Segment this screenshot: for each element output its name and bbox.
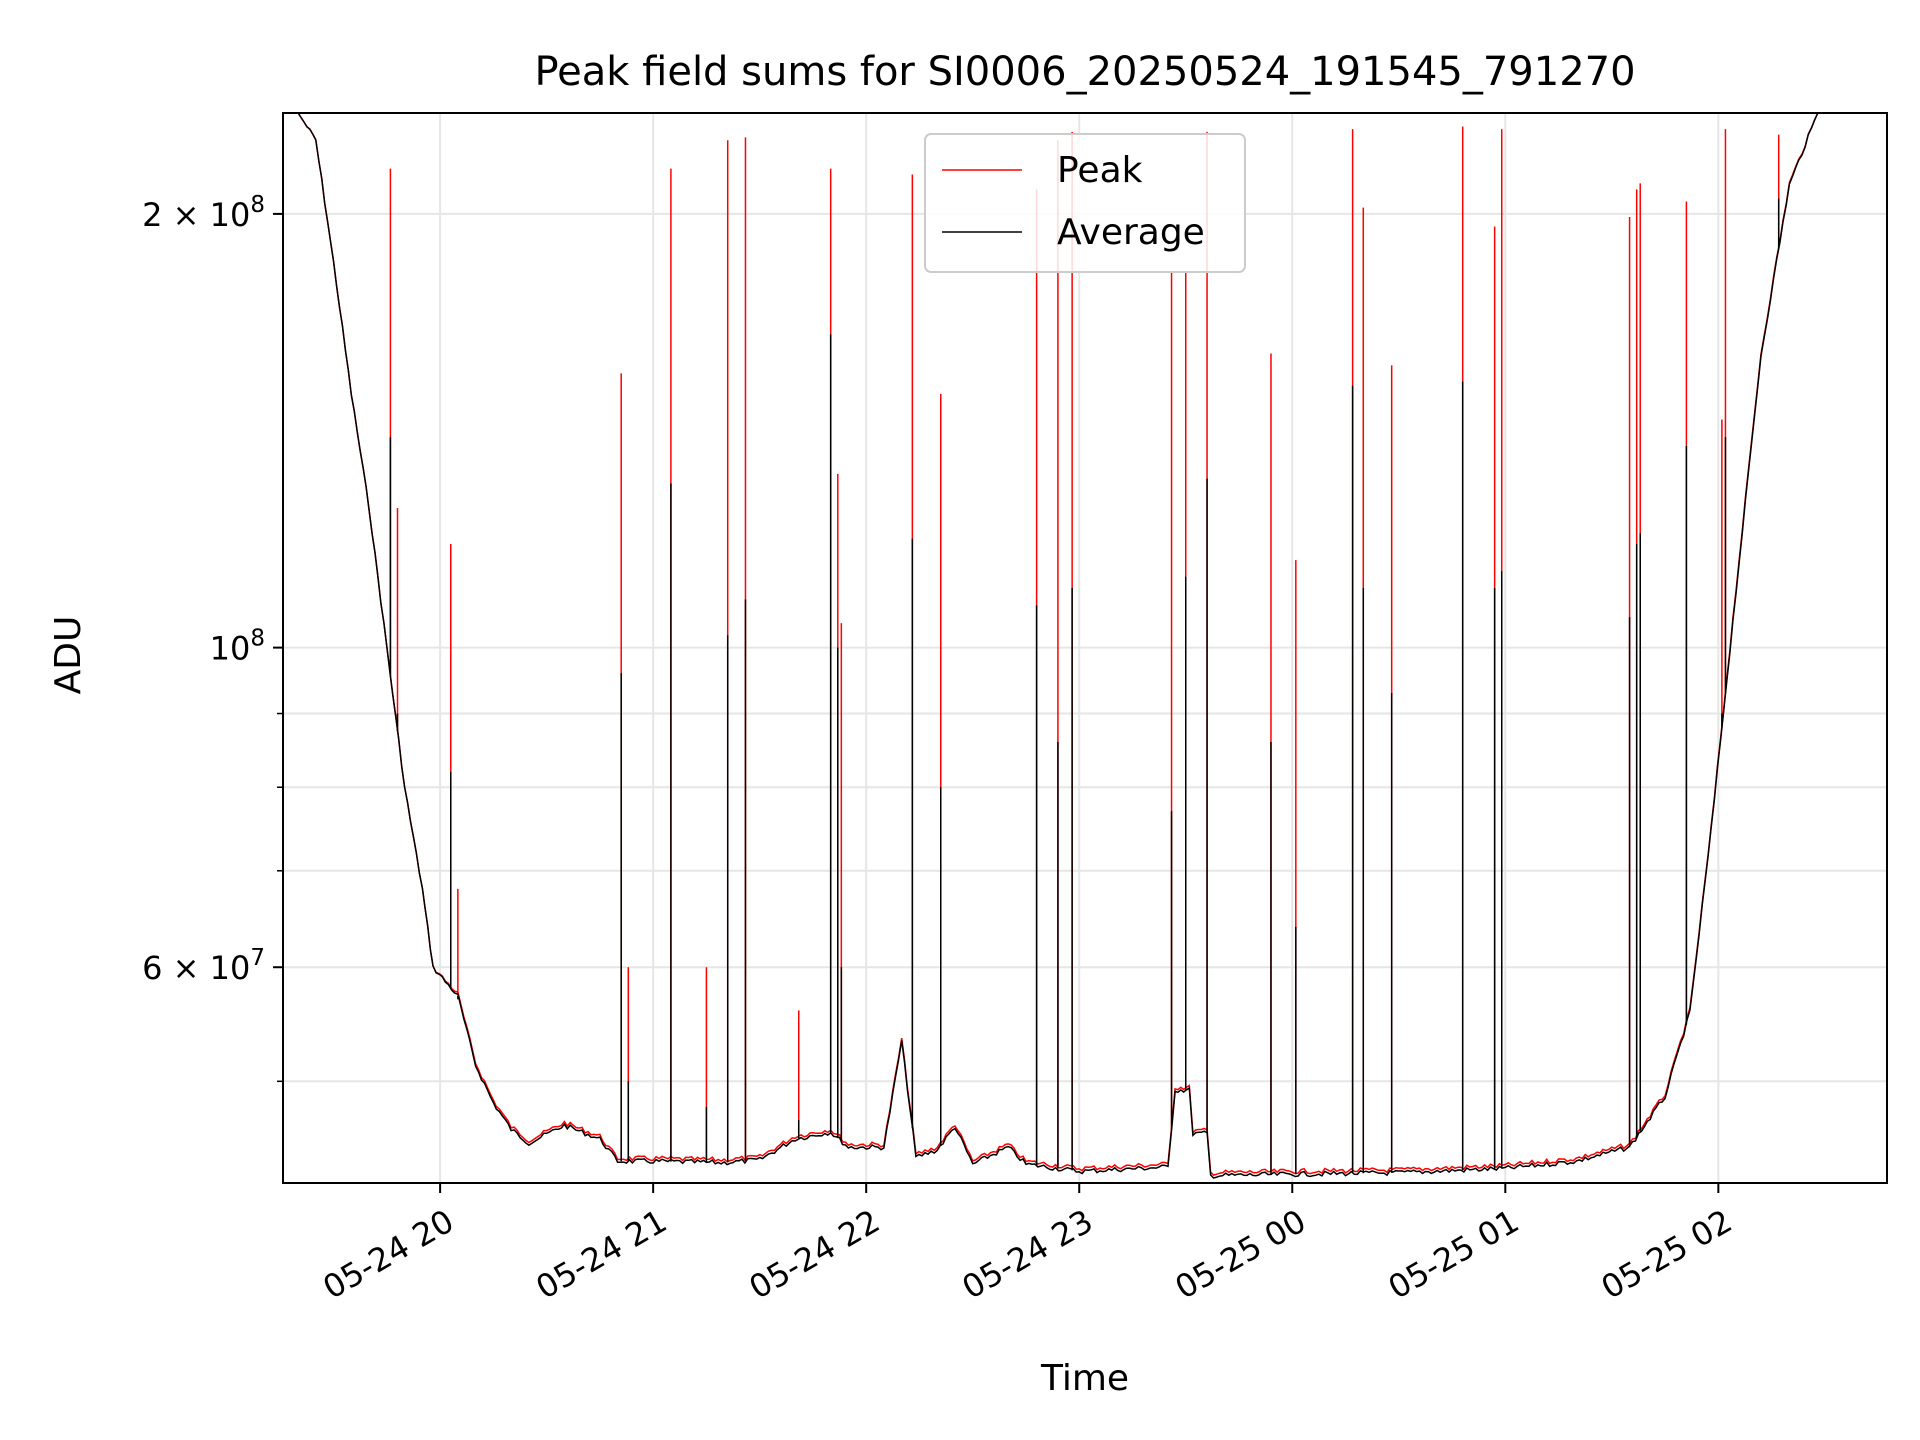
- x-axis-label: Time: [1040, 1358, 1129, 1399]
- series-line-average: [283, 113, 1887, 1179]
- chart-title: Peak field sums for SI0006_20250524_1915…: [534, 49, 1635, 95]
- legend-peak-label: Peak: [1057, 150, 1143, 191]
- legend-box: [924, 133, 1246, 273]
- series-average: [283, 113, 1887, 1179]
- y-tick-label: 2 × 108: [142, 192, 265, 234]
- y-axis-label: ADU: [48, 616, 89, 695]
- y-tick-label: 6 × 107: [142, 945, 265, 987]
- y-tick-label: 108: [210, 626, 265, 668]
- series-line-peak: [283, 113, 1887, 1176]
- legend: Peak Average: [924, 133, 1246, 273]
- legend-average-label: Average: [1057, 212, 1205, 253]
